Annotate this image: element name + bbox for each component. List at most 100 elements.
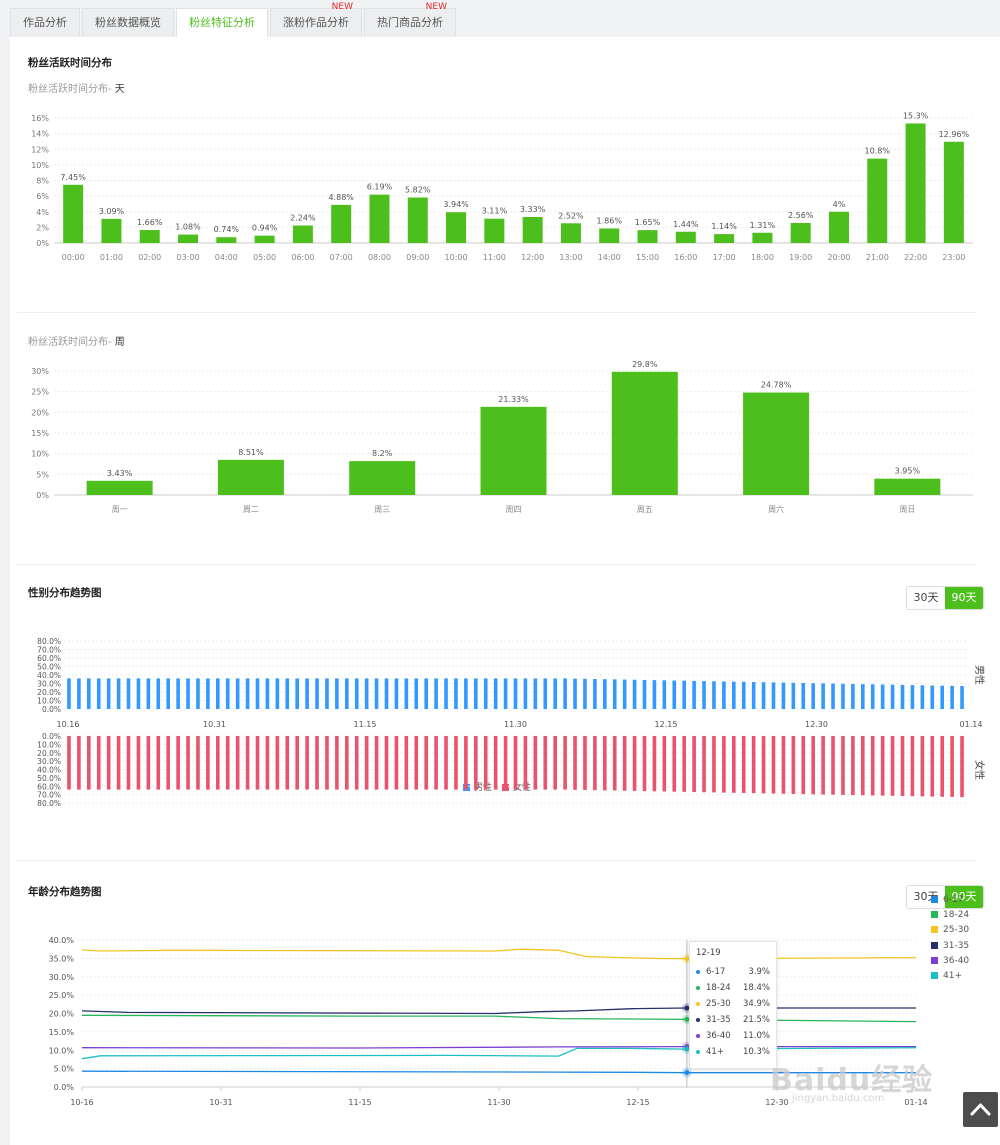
tooltip-value: 21.5% <box>742 1015 770 1025</box>
male-bar <box>384 678 389 709</box>
male-bar <box>950 685 954 709</box>
male-bar <box>682 680 686 709</box>
male-bar <box>464 678 468 709</box>
y-tick-label: 20.0% <box>37 749 61 758</box>
y-tick-label: 30.0% <box>37 757 61 766</box>
x-tick-label: 03:00 <box>176 253 199 262</box>
range-90-button[interactable]: 90天 <box>945 886 983 908</box>
female-bar <box>603 736 607 791</box>
legend-item-36-40[interactable]: 36-40 <box>931 954 969 969</box>
male-bar <box>126 678 131 709</box>
male-bar <box>216 678 220 709</box>
legend-item-25-30[interactable]: 25-30 <box>931 923 969 938</box>
male-bar <box>960 686 964 709</box>
range-90-button[interactable]: 90天 <box>945 587 983 609</box>
x-tick-label: 11-15 <box>348 1098 371 1107</box>
baidu-watermark: Baidu经验 <box>770 1063 934 1098</box>
data-label: 1.86% <box>597 216 623 225</box>
male-bar <box>394 678 399 709</box>
tab-0[interactable]: 作品分析 <box>10 8 80 37</box>
data-label: 0.94% <box>252 224 278 233</box>
y-tick-label: 0.0% <box>42 705 61 714</box>
male-bar <box>354 678 359 709</box>
bar <box>139 230 160 243</box>
series-dot <box>696 986 700 990</box>
bar <box>178 234 199 243</box>
male-bar <box>245 678 250 709</box>
series-line-41+ <box>81 1047 917 1060</box>
female-bar <box>702 736 706 793</box>
female-bar <box>920 736 925 797</box>
tab-4[interactable]: 热门商品分析 NEW <box>364 2 456 37</box>
series-line-25-30 <box>81 948 917 960</box>
watermark-url: jingyan.baidu.com <box>792 1093 885 1104</box>
male-bar <box>503 678 508 709</box>
male-bar <box>702 681 706 709</box>
female-bar <box>265 736 270 790</box>
x-tick-label: 09:00 <box>406 253 429 262</box>
back-to-top-button[interactable] <box>963 1092 998 1127</box>
data-label: 8.2% <box>372 449 393 458</box>
male-bar <box>345 678 349 709</box>
male-bar <box>196 678 200 709</box>
male-bar <box>851 683 855 709</box>
x-tick-label: 00:00 <box>62 253 85 262</box>
bar <box>560 223 581 243</box>
tooltip-value: 3.9% <box>748 967 770 977</box>
male-bar <box>225 678 230 709</box>
female-bar <box>573 736 577 790</box>
male-bar <box>454 678 458 709</box>
tab-1[interactable]: 粉丝数据概览 <box>82 8 174 37</box>
legend-item-31-35[interactable]: 31-35 <box>931 939 969 954</box>
data-label: 24.78% <box>761 381 792 390</box>
x-tick-label: 13:00 <box>559 253 582 262</box>
range-30-button[interactable]: 30天 <box>907 587 945 609</box>
x-tick-label: 周五 <box>637 505 653 514</box>
data-label: 3.43% <box>107 469 133 478</box>
female-bar <box>116 736 121 790</box>
female-bar <box>791 736 796 794</box>
tooltip-row: 18-24 18.4% <box>696 980 770 996</box>
male-bar <box>940 685 944 709</box>
data-label: 1.65% <box>635 218 661 227</box>
male-bar <box>841 683 845 709</box>
female-bar <box>751 736 756 794</box>
tab-3[interactable]: 涨粉作品分析 NEW <box>270 2 362 37</box>
legend-item-6-17[interactable]: 6-17 <box>931 893 969 908</box>
male-bar <box>573 678 577 709</box>
female-bar <box>156 736 161 790</box>
male-bar <box>662 680 667 709</box>
male-bar <box>67 678 71 709</box>
bar <box>675 231 696 243</box>
tab-label: 粉丝数据概览 <box>95 16 161 29</box>
x-tick-label: 05:00 <box>253 253 276 262</box>
legend-item-41+[interactable]: 41+ <box>931 969 969 984</box>
bar <box>752 232 773 243</box>
bar <box>743 392 810 495</box>
female-bar <box>811 736 815 795</box>
legend-item-18-24[interactable]: 18-24 <box>931 908 969 923</box>
divider <box>17 564 977 565</box>
male-bar <box>553 678 557 709</box>
male-bar <box>335 678 339 709</box>
female-bar <box>692 736 696 793</box>
male-bar <box>513 678 518 709</box>
female-bar <box>910 736 915 797</box>
y-tick-label: 5% <box>36 470 49 479</box>
female-bar <box>166 736 170 790</box>
x-tick-label: 08:00 <box>368 253 391 262</box>
tooltip-value: 11.0% <box>742 1031 770 1041</box>
legend-swatch <box>931 971 938 979</box>
y-tick-label: 15.0% <box>49 1028 75 1037</box>
tab-2[interactable]: 粉丝特征分析 <box>176 8 268 37</box>
female-bar <box>295 736 299 790</box>
female-bar <box>523 736 528 790</box>
female-bar <box>940 736 944 797</box>
x-tick-label: 02:00 <box>138 253 161 262</box>
age-legend: 6-17 18-24 25-30 31-35 36-40 41+ <box>931 893 969 984</box>
data-label: 4% <box>833 200 846 209</box>
male-bar <box>831 683 835 709</box>
